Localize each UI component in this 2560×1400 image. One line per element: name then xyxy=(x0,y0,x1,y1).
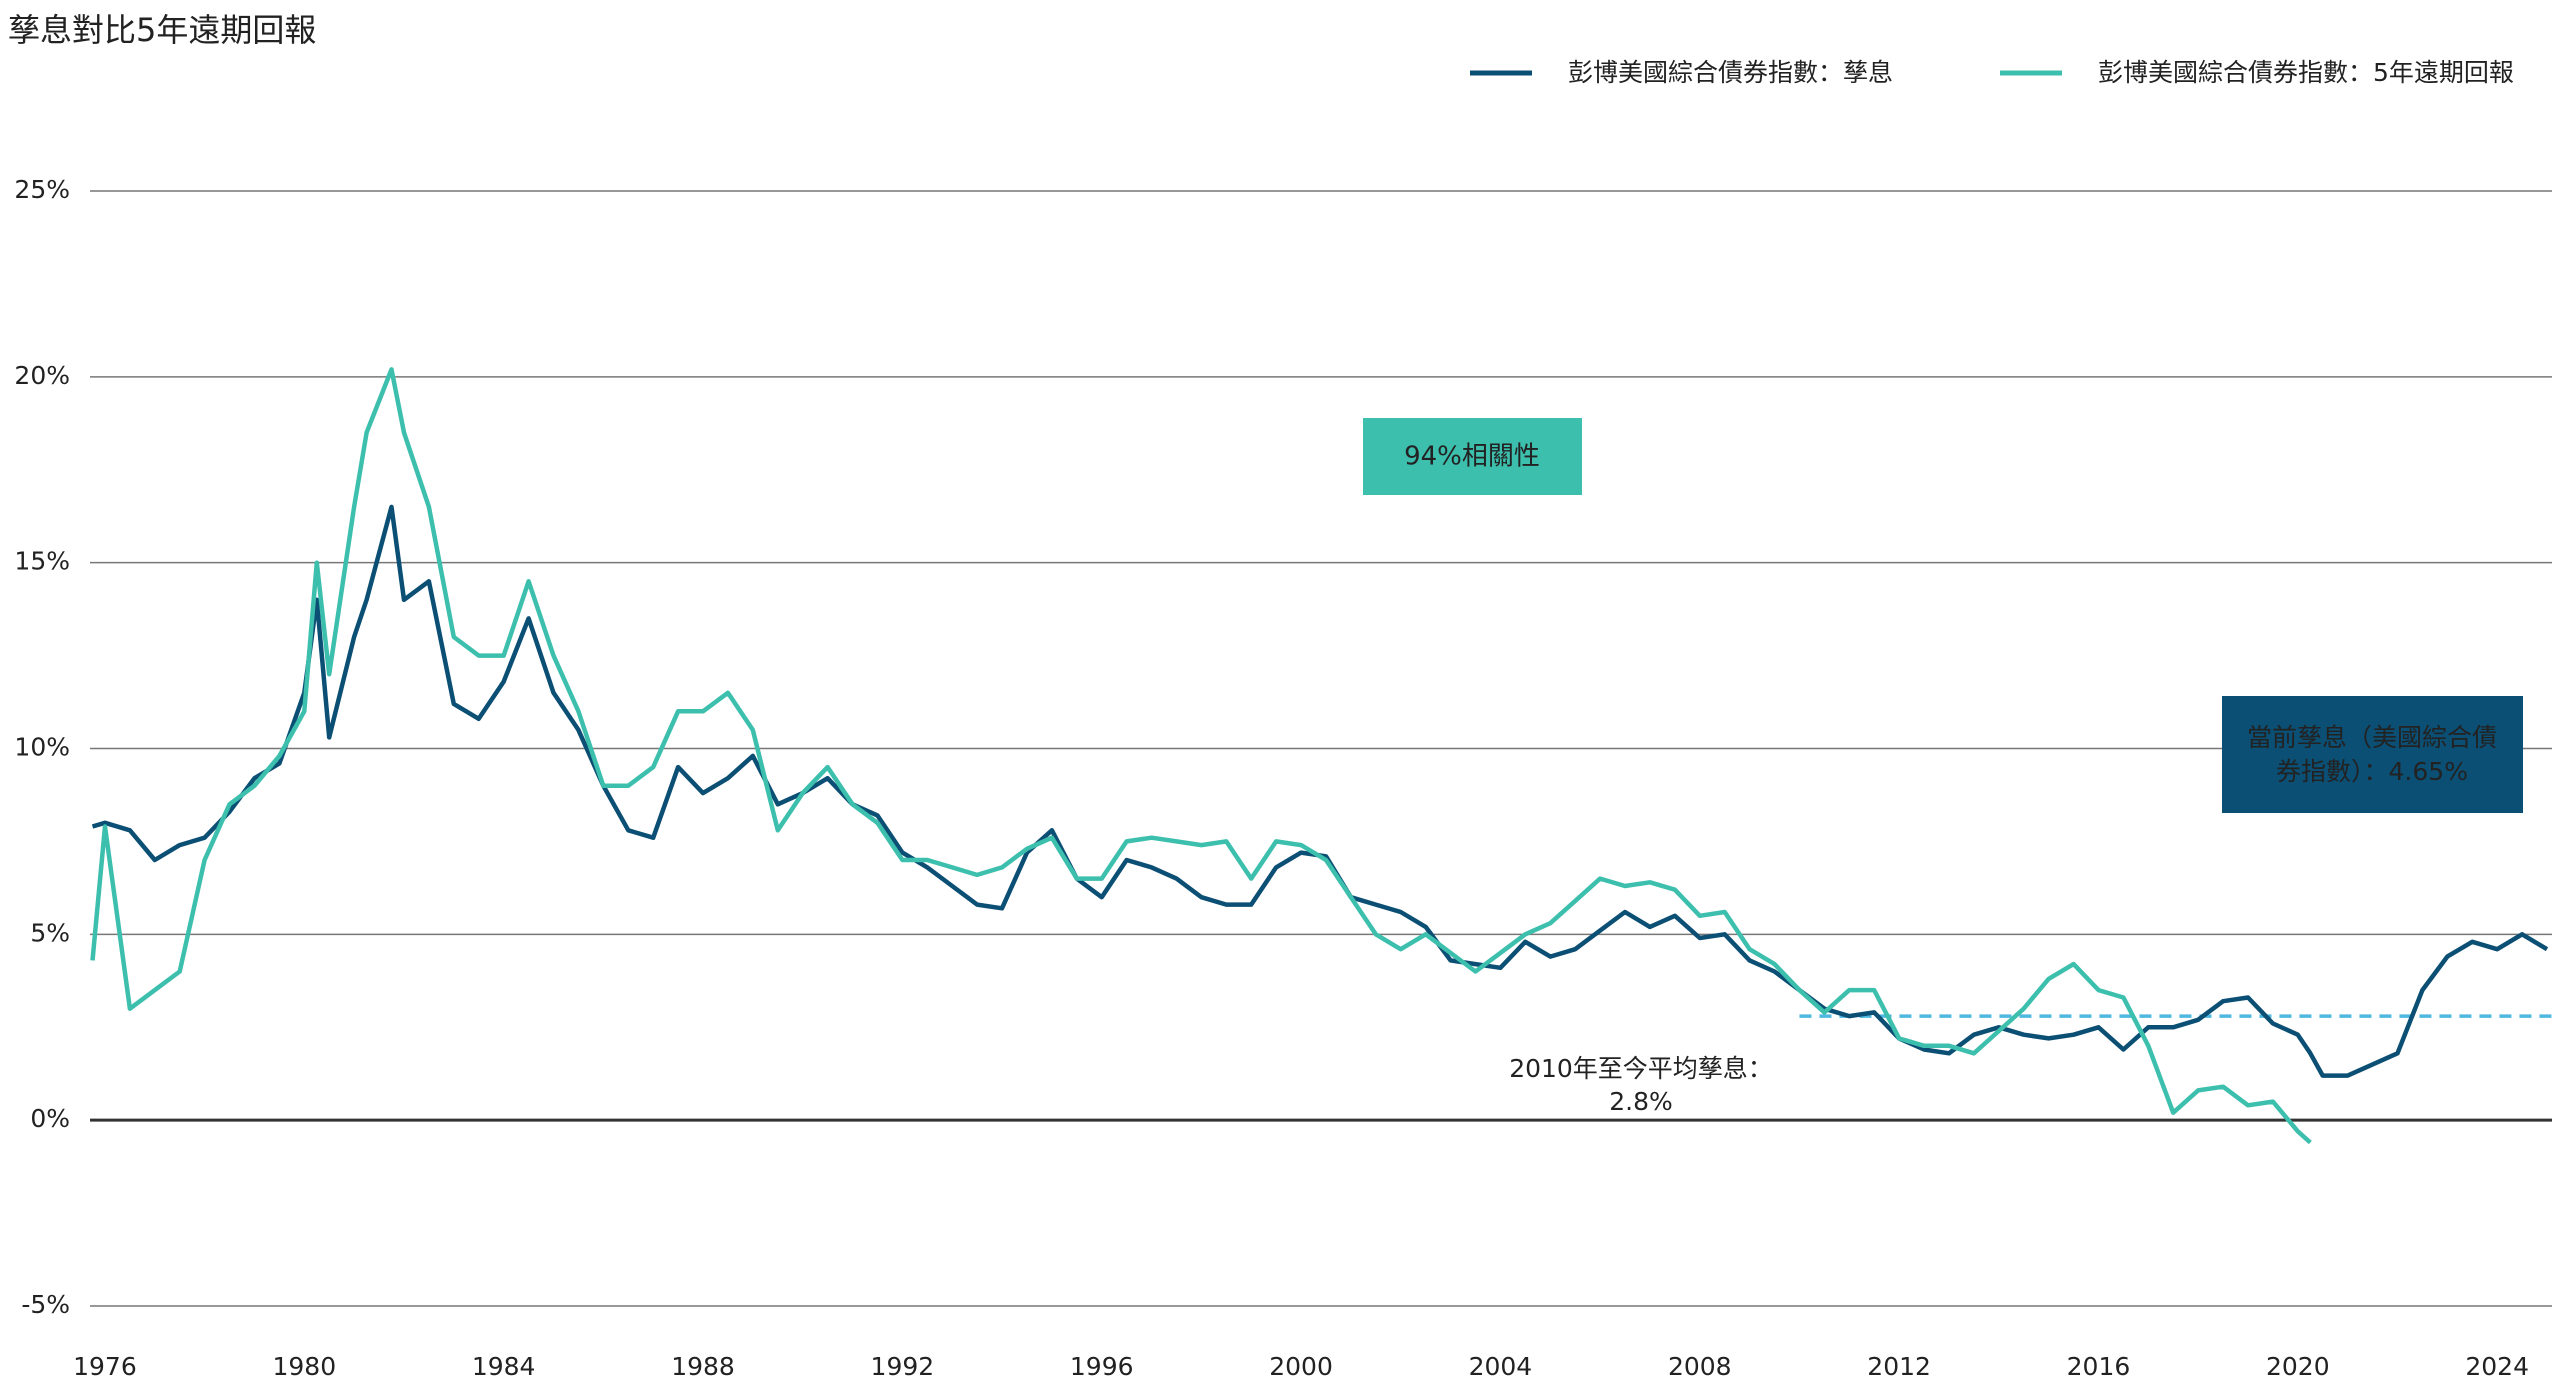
current-yield-label: 券指數）：4.65% xyxy=(2276,757,2468,786)
y-tick-label: 15% xyxy=(14,547,70,576)
y-tick-label: 20% xyxy=(14,361,70,390)
x-tick-label: 1996 xyxy=(1070,1352,1134,1381)
x-tick-label: 2016 xyxy=(2067,1352,2131,1381)
average-label: 2010年至今平均孳息： xyxy=(1509,1054,1773,1083)
x-tick-label: 1976 xyxy=(73,1352,137,1381)
x-tick-label: 2000 xyxy=(1269,1352,1333,1381)
current-yield-box xyxy=(2222,696,2523,813)
x-tick-label: 1984 xyxy=(472,1352,536,1381)
x-tick-label: 2012 xyxy=(1867,1352,1931,1381)
x-tick-label: 1988 xyxy=(671,1352,735,1381)
x-tick-label: 2008 xyxy=(1668,1352,1732,1381)
average-value-label: 2.8% xyxy=(1609,1087,1673,1116)
legend-label: 彭博美國綜合債券指數：5年遠期回報 xyxy=(2098,58,2514,87)
series-line xyxy=(91,504,2549,1078)
correlation-label: 94%相關性 xyxy=(1404,442,1540,472)
y-tick-label: 5% xyxy=(30,918,70,947)
x-tick-label: 2004 xyxy=(1469,1352,1533,1381)
series-line xyxy=(90,367,2312,1145)
y-tick-label: 0% xyxy=(30,1104,70,1133)
chart-title: 孳息對比5年遠期回報 xyxy=(8,11,316,49)
legend-label: 彭博美國綜合債券指數：孳息 xyxy=(1568,58,1893,87)
y-tick-label: -5% xyxy=(21,1290,70,1319)
x-tick-label: 1980 xyxy=(272,1352,336,1381)
y-tick-label: 10% xyxy=(14,733,70,762)
y-tick-label: 25% xyxy=(14,175,70,204)
x-tick-label: 2020 xyxy=(2266,1352,2330,1381)
current-yield-label: 當前孳息（美國綜合債 xyxy=(2247,723,2497,752)
x-tick-label: 1992 xyxy=(871,1352,935,1381)
correlation-box xyxy=(1363,418,1582,495)
x-tick-label: 2024 xyxy=(2465,1352,2529,1381)
